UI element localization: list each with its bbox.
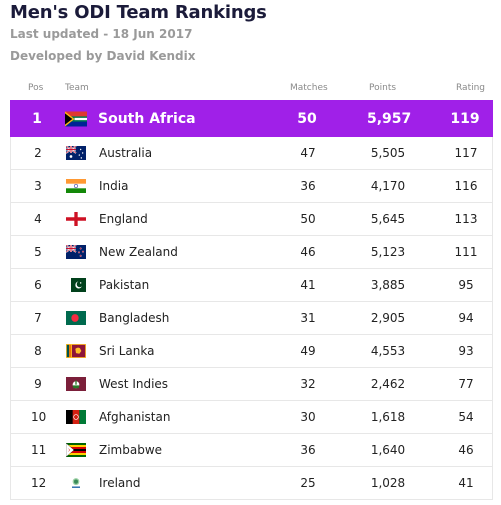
points-cell: 1,640 [370, 443, 406, 457]
india-flag-icon [66, 179, 86, 193]
position-cell: 11 [31, 443, 47, 457]
table-header: Pos Team Matches Points Rating [10, 79, 493, 100]
rankings-table: Pos Team Matches Points Rating 1 South Af… [10, 79, 493, 500]
table-row: 12 Ireland 25 1,028 41 [10, 467, 493, 500]
new-zealand-flag-icon [66, 245, 86, 259]
rating-cell: 94 [458, 311, 474, 325]
bangladesh-flag-icon [66, 311, 86, 325]
position-cell: 4 [34, 212, 42, 226]
position-cell: 6 [34, 278, 42, 292]
rating-cell: 117 [454, 146, 478, 160]
pakistan-flag-icon [66, 278, 86, 292]
developer-credit: Developed by David Kendix [10, 49, 196, 63]
position-cell: 12 [31, 476, 47, 490]
rating-cell: 113 [454, 212, 478, 226]
rating-cell: 116 [454, 179, 478, 193]
position-cell: 5 [34, 245, 42, 259]
rating-cell: 119 [450, 110, 480, 127]
column-header-matches: Matches [290, 83, 328, 93]
australia-flag-icon [66, 146, 86, 160]
position-cell: 9 [34, 377, 42, 391]
position-cell: 7 [34, 311, 42, 325]
afghanistan-flag-icon [66, 410, 86, 424]
position-cell: 1 [32, 110, 42, 127]
table-row: 5 New Zealand 46 5,123 111 [10, 236, 493, 269]
team-name-cell: Bangladesh [99, 311, 170, 325]
position-cell: 2 [34, 146, 42, 160]
column-header-rating: Rating [456, 83, 486, 93]
team-name-cell: Zimbabwe [99, 443, 163, 457]
team-name-cell: West Indies [99, 377, 169, 391]
team-name-cell: New Zealand [99, 245, 178, 259]
matches-cell: 31 [300, 311, 316, 325]
matches-cell: 41 [300, 278, 316, 292]
rating-cell: 41 [458, 476, 474, 490]
team-name-cell: Australia [99, 146, 153, 160]
table-row: 8 Sri Lanka 49 4,553 93 [10, 335, 493, 368]
rating-cell: 54 [458, 410, 474, 424]
rating-cell: 95 [458, 278, 474, 292]
points-cell: 1,028 [370, 476, 406, 490]
matches-cell: 49 [300, 344, 316, 358]
ireland-flag-icon [66, 476, 86, 490]
table-row: 1 South Africa 50 5,957 119 [10, 100, 493, 137]
team-name-cell: Afghanistan [99, 410, 171, 424]
matches-cell: 50 [297, 110, 317, 127]
rating-cell: 111 [454, 245, 478, 259]
table-row: 10 Afghanistan 30 1,618 54 [10, 401, 493, 434]
matches-cell: 47 [300, 146, 316, 160]
team-name-cell: Pakistan [99, 278, 150, 292]
matches-cell: 30 [300, 410, 316, 424]
team-name-cell: Ireland [99, 476, 141, 490]
table-row: 11 Zimbabwe 36 1,640 46 [10, 434, 493, 467]
table-body: 1 South Africa 50 5,957 119 2 Australia 47 5,505… [10, 100, 493, 500]
south-africa-flag-icon [65, 111, 87, 126]
zimbabwe-flag-icon [66, 443, 86, 457]
column-header-team: Team [65, 83, 89, 93]
table-row: 2 Australia 47 5,505 117 [10, 137, 493, 170]
matches-cell: 46 [300, 245, 316, 259]
team-name-cell: South Africa [98, 110, 196, 127]
points-cell: 2,462 [370, 377, 406, 391]
rating-cell: 93 [458, 344, 474, 358]
points-cell: 5,645 [370, 212, 406, 226]
points-cell: 5,957 [367, 110, 412, 127]
sri-lanka-flag-icon [66, 344, 86, 358]
points-cell: 1,618 [370, 410, 406, 424]
team-name-cell: England [99, 212, 148, 226]
points-cell: 3,885 [370, 278, 406, 292]
table-row: 3 India 36 4,170 116 [10, 170, 493, 203]
table-row: 9 West Indies 32 2,462 77 [10, 368, 493, 401]
page-title: Men's ODI Team Rankings [10, 2, 267, 23]
table-row: 7 Bangladesh 31 2,905 94 [10, 302, 493, 335]
team-name-cell: India [99, 179, 129, 193]
points-cell: 4,170 [370, 179, 406, 193]
england-flag-icon [66, 212, 86, 226]
points-cell: 2,905 [370, 311, 406, 325]
points-cell: 5,123 [370, 245, 406, 259]
position-cell: 10 [31, 410, 47, 424]
table-row: 6 Pakistan 41 3,885 95 [10, 269, 493, 302]
points-cell: 5,505 [370, 146, 406, 160]
rating-cell: 77 [458, 377, 474, 391]
matches-cell: 36 [300, 179, 316, 193]
table-row: 4 England 50 5,645 113 [10, 203, 493, 236]
matches-cell: 25 [300, 476, 316, 490]
column-header-points: Points [369, 83, 397, 93]
matches-cell: 50 [300, 212, 316, 226]
west-indies-flag-icon [66, 377, 86, 391]
team-name-cell: Sri Lanka [99, 344, 155, 358]
points-cell: 4,553 [370, 344, 406, 358]
matches-cell: 36 [300, 443, 316, 457]
last-updated-text: Last updated - 18 Jun 2017 [10, 27, 193, 41]
matches-cell: 32 [300, 377, 316, 391]
position-cell: 8 [34, 344, 42, 358]
rating-cell: 46 [458, 443, 474, 457]
position-cell: 3 [34, 179, 42, 193]
column-header-pos: Pos [28, 83, 44, 93]
